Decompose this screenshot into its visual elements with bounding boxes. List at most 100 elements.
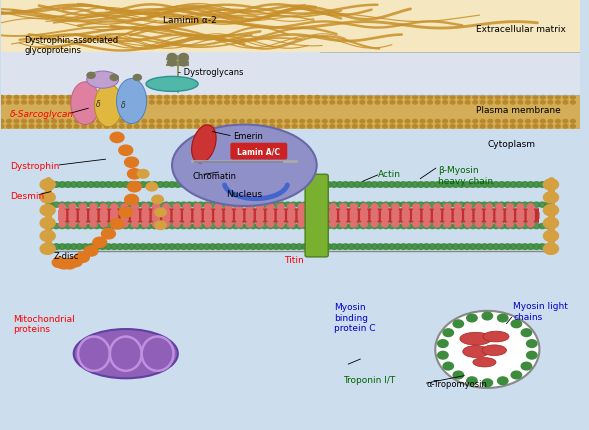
Circle shape bbox=[64, 182, 72, 188]
Circle shape bbox=[487, 182, 494, 188]
Circle shape bbox=[511, 120, 515, 123]
Circle shape bbox=[527, 182, 534, 188]
Circle shape bbox=[511, 96, 515, 100]
Circle shape bbox=[100, 209, 107, 215]
Circle shape bbox=[319, 212, 326, 217]
Circle shape bbox=[413, 120, 418, 123]
Circle shape bbox=[350, 209, 357, 215]
Circle shape bbox=[88, 224, 94, 229]
Circle shape bbox=[238, 244, 245, 250]
Circle shape bbox=[517, 209, 524, 215]
Circle shape bbox=[492, 203, 499, 208]
Circle shape bbox=[417, 182, 425, 188]
Circle shape bbox=[203, 203, 210, 208]
Circle shape bbox=[70, 224, 77, 229]
Circle shape bbox=[128, 182, 135, 188]
Circle shape bbox=[47, 203, 54, 208]
Circle shape bbox=[405, 244, 413, 250]
Circle shape bbox=[186, 203, 193, 208]
Circle shape bbox=[146, 183, 158, 191]
Circle shape bbox=[112, 96, 117, 100]
Circle shape bbox=[360, 96, 365, 100]
Circle shape bbox=[232, 120, 237, 123]
Circle shape bbox=[465, 209, 472, 215]
Circle shape bbox=[163, 224, 170, 229]
Circle shape bbox=[458, 244, 465, 250]
Circle shape bbox=[69, 222, 76, 227]
Circle shape bbox=[120, 96, 124, 100]
Circle shape bbox=[246, 209, 253, 215]
Circle shape bbox=[255, 101, 259, 105]
Circle shape bbox=[104, 120, 109, 123]
Circle shape bbox=[273, 244, 280, 250]
Circle shape bbox=[330, 96, 335, 100]
Circle shape bbox=[111, 212, 118, 217]
Circle shape bbox=[173, 222, 180, 227]
Circle shape bbox=[406, 203, 413, 208]
Circle shape bbox=[82, 120, 87, 123]
Circle shape bbox=[307, 125, 312, 129]
Circle shape bbox=[538, 244, 546, 250]
Circle shape bbox=[495, 101, 500, 105]
Circle shape bbox=[76, 203, 83, 208]
Circle shape bbox=[359, 203, 366, 208]
Circle shape bbox=[150, 120, 154, 123]
Circle shape bbox=[496, 217, 503, 222]
Circle shape bbox=[140, 203, 147, 208]
Circle shape bbox=[435, 125, 440, 129]
Circle shape bbox=[319, 203, 326, 208]
Circle shape bbox=[481, 203, 488, 208]
Circle shape bbox=[443, 101, 448, 105]
Circle shape bbox=[67, 96, 71, 100]
Circle shape bbox=[458, 203, 465, 208]
Circle shape bbox=[246, 217, 253, 222]
Circle shape bbox=[525, 120, 530, 123]
Circle shape bbox=[571, 120, 575, 123]
Circle shape bbox=[496, 204, 503, 209]
Circle shape bbox=[179, 54, 188, 61]
Circle shape bbox=[360, 215, 368, 220]
Circle shape bbox=[405, 101, 410, 105]
Circle shape bbox=[111, 204, 118, 209]
Circle shape bbox=[117, 224, 124, 229]
Circle shape bbox=[368, 101, 372, 105]
Circle shape bbox=[221, 224, 227, 229]
Circle shape bbox=[383, 125, 387, 129]
Circle shape bbox=[277, 96, 282, 100]
Circle shape bbox=[545, 224, 551, 229]
Circle shape bbox=[336, 224, 343, 229]
Circle shape bbox=[145, 203, 153, 208]
Circle shape bbox=[270, 101, 274, 105]
Circle shape bbox=[90, 96, 94, 100]
Circle shape bbox=[511, 320, 521, 328]
Circle shape bbox=[14, 96, 19, 100]
Circle shape bbox=[87, 244, 95, 250]
Circle shape bbox=[375, 120, 380, 123]
Circle shape bbox=[284, 182, 292, 188]
Circle shape bbox=[279, 224, 286, 229]
Circle shape bbox=[134, 96, 139, 100]
Circle shape bbox=[382, 209, 388, 215]
Circle shape bbox=[360, 212, 368, 217]
Circle shape bbox=[142, 209, 149, 215]
Circle shape bbox=[69, 212, 76, 217]
Circle shape bbox=[309, 212, 316, 217]
Circle shape bbox=[203, 224, 210, 229]
Circle shape bbox=[563, 120, 568, 123]
Circle shape bbox=[544, 244, 558, 255]
Circle shape bbox=[116, 182, 124, 188]
Circle shape bbox=[429, 182, 436, 188]
Circle shape bbox=[322, 125, 327, 129]
Circle shape bbox=[209, 182, 216, 188]
Ellipse shape bbox=[87, 72, 118, 89]
Circle shape bbox=[93, 182, 101, 188]
Circle shape bbox=[100, 217, 107, 222]
Circle shape bbox=[423, 212, 430, 217]
Circle shape bbox=[151, 182, 158, 188]
Circle shape bbox=[273, 203, 280, 208]
Circle shape bbox=[451, 96, 455, 100]
Circle shape bbox=[210, 125, 214, 129]
Circle shape bbox=[267, 222, 274, 227]
Circle shape bbox=[454, 222, 461, 227]
Circle shape bbox=[44, 120, 49, 123]
